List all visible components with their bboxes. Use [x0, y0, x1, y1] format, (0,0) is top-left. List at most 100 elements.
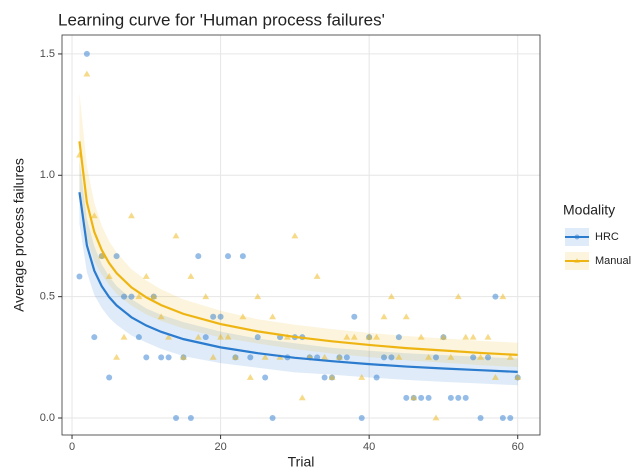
circle-point — [187, 415, 194, 422]
circle-point — [433, 354, 440, 361]
triangle-point — [150, 293, 158, 300]
triangle-point — [90, 212, 98, 219]
circle-point — [225, 253, 232, 260]
circle-point — [254, 334, 261, 341]
circle-point — [106, 374, 113, 381]
circle-point — [447, 394, 454, 401]
circle-point — [202, 334, 209, 341]
circle-point — [455, 394, 462, 401]
x-tick-label: 20 — [214, 441, 226, 453]
triangle-point — [395, 353, 403, 360]
circle-point — [485, 354, 492, 361]
triangle-point — [321, 353, 329, 360]
triangle-point — [491, 374, 499, 380]
circle-point — [83, 50, 90, 57]
triangle-point — [135, 293, 143, 300]
circle-point — [76, 273, 83, 280]
circle-point — [262, 374, 269, 381]
triangle-point — [425, 353, 433, 360]
triangle-point — [113, 353, 121, 360]
x-axis-label: Trial — [288, 454, 315, 470]
triangle-point — [194, 333, 202, 340]
triangle-point — [269, 313, 277, 320]
triangle-point — [98, 252, 106, 259]
triangle-point — [217, 333, 225, 340]
circle-point — [462, 394, 469, 401]
y-axis-label: Average process failures — [11, 158, 27, 312]
triangle-point — [439, 333, 447, 340]
triangle-point — [499, 293, 507, 300]
circle-point — [351, 313, 358, 320]
triangle-point — [313, 273, 321, 279]
circle-point — [239, 253, 246, 260]
triangle-point — [358, 374, 366, 380]
circle-point — [381, 354, 388, 361]
legend-label: HRC — [595, 231, 619, 243]
triangle-point — [239, 313, 247, 320]
circle-point — [247, 354, 254, 361]
x-tick-label: 40 — [363, 441, 375, 453]
triangle-point — [254, 293, 262, 300]
circle-point — [128, 293, 135, 300]
y-tick-label: 0.0 — [40, 412, 55, 424]
triangle-point — [380, 313, 388, 320]
triangle-point — [506, 353, 514, 360]
x-tick-label: 60 — [512, 441, 524, 453]
circle-point — [507, 415, 514, 422]
circle-point — [143, 354, 150, 361]
circle-point — [165, 354, 172, 361]
triangle-point — [484, 333, 492, 340]
triangle-point — [454, 293, 462, 300]
circle-point — [121, 293, 128, 300]
triangle-point — [335, 353, 343, 360]
fit-line — [78, 192, 518, 373]
triangle-point — [224, 333, 232, 340]
legend-title: Modality — [563, 202, 615, 218]
circle-point — [321, 374, 328, 381]
y-tick-label: 1.0 — [40, 169, 55, 181]
triangle-point — [165, 333, 173, 340]
triangle-point — [128, 212, 135, 219]
triangle-point — [432, 414, 440, 421]
triangle-point — [365, 333, 373, 340]
triangle-point — [83, 70, 91, 77]
triangle-point — [387, 293, 395, 300]
triangle-point — [343, 333, 351, 340]
triangle-point — [514, 374, 522, 380]
circle-point — [217, 313, 224, 320]
circle-point — [373, 374, 380, 381]
triangle-point — [574, 258, 580, 264]
triangle-point — [373, 333, 381, 340]
triangle-point — [246, 374, 254, 380]
legend-item: Manual — [565, 252, 631, 270]
circle-point — [269, 415, 276, 422]
circle-point — [195, 253, 202, 260]
plot-border — [61, 34, 541, 436]
circle-point — [210, 313, 217, 320]
triangle-point — [202, 293, 210, 300]
x-tick-label: 0 — [69, 441, 75, 453]
circle-point — [358, 415, 365, 422]
triangle-point — [447, 353, 455, 360]
triangle-point — [179, 353, 187, 360]
circle-point — [388, 354, 395, 361]
triangle-point — [477, 353, 485, 360]
circle-point — [403, 394, 410, 401]
circle-point — [425, 394, 432, 401]
triangle-point — [105, 273, 113, 279]
triangle-point — [120, 333, 128, 340]
triangle-point — [187, 273, 195, 279]
circle-point — [574, 234, 580, 240]
circle-point — [91, 334, 98, 341]
triangle-point — [231, 353, 239, 360]
triangle-point — [469, 333, 477, 340]
circle-point — [395, 334, 402, 341]
triangle-point — [142, 273, 150, 279]
triangle-point — [350, 333, 358, 340]
circle-point — [135, 334, 142, 341]
triangle-point — [402, 313, 410, 320]
circle-point — [418, 394, 425, 401]
triangle-point — [209, 353, 217, 360]
circle-point — [173, 415, 180, 422]
